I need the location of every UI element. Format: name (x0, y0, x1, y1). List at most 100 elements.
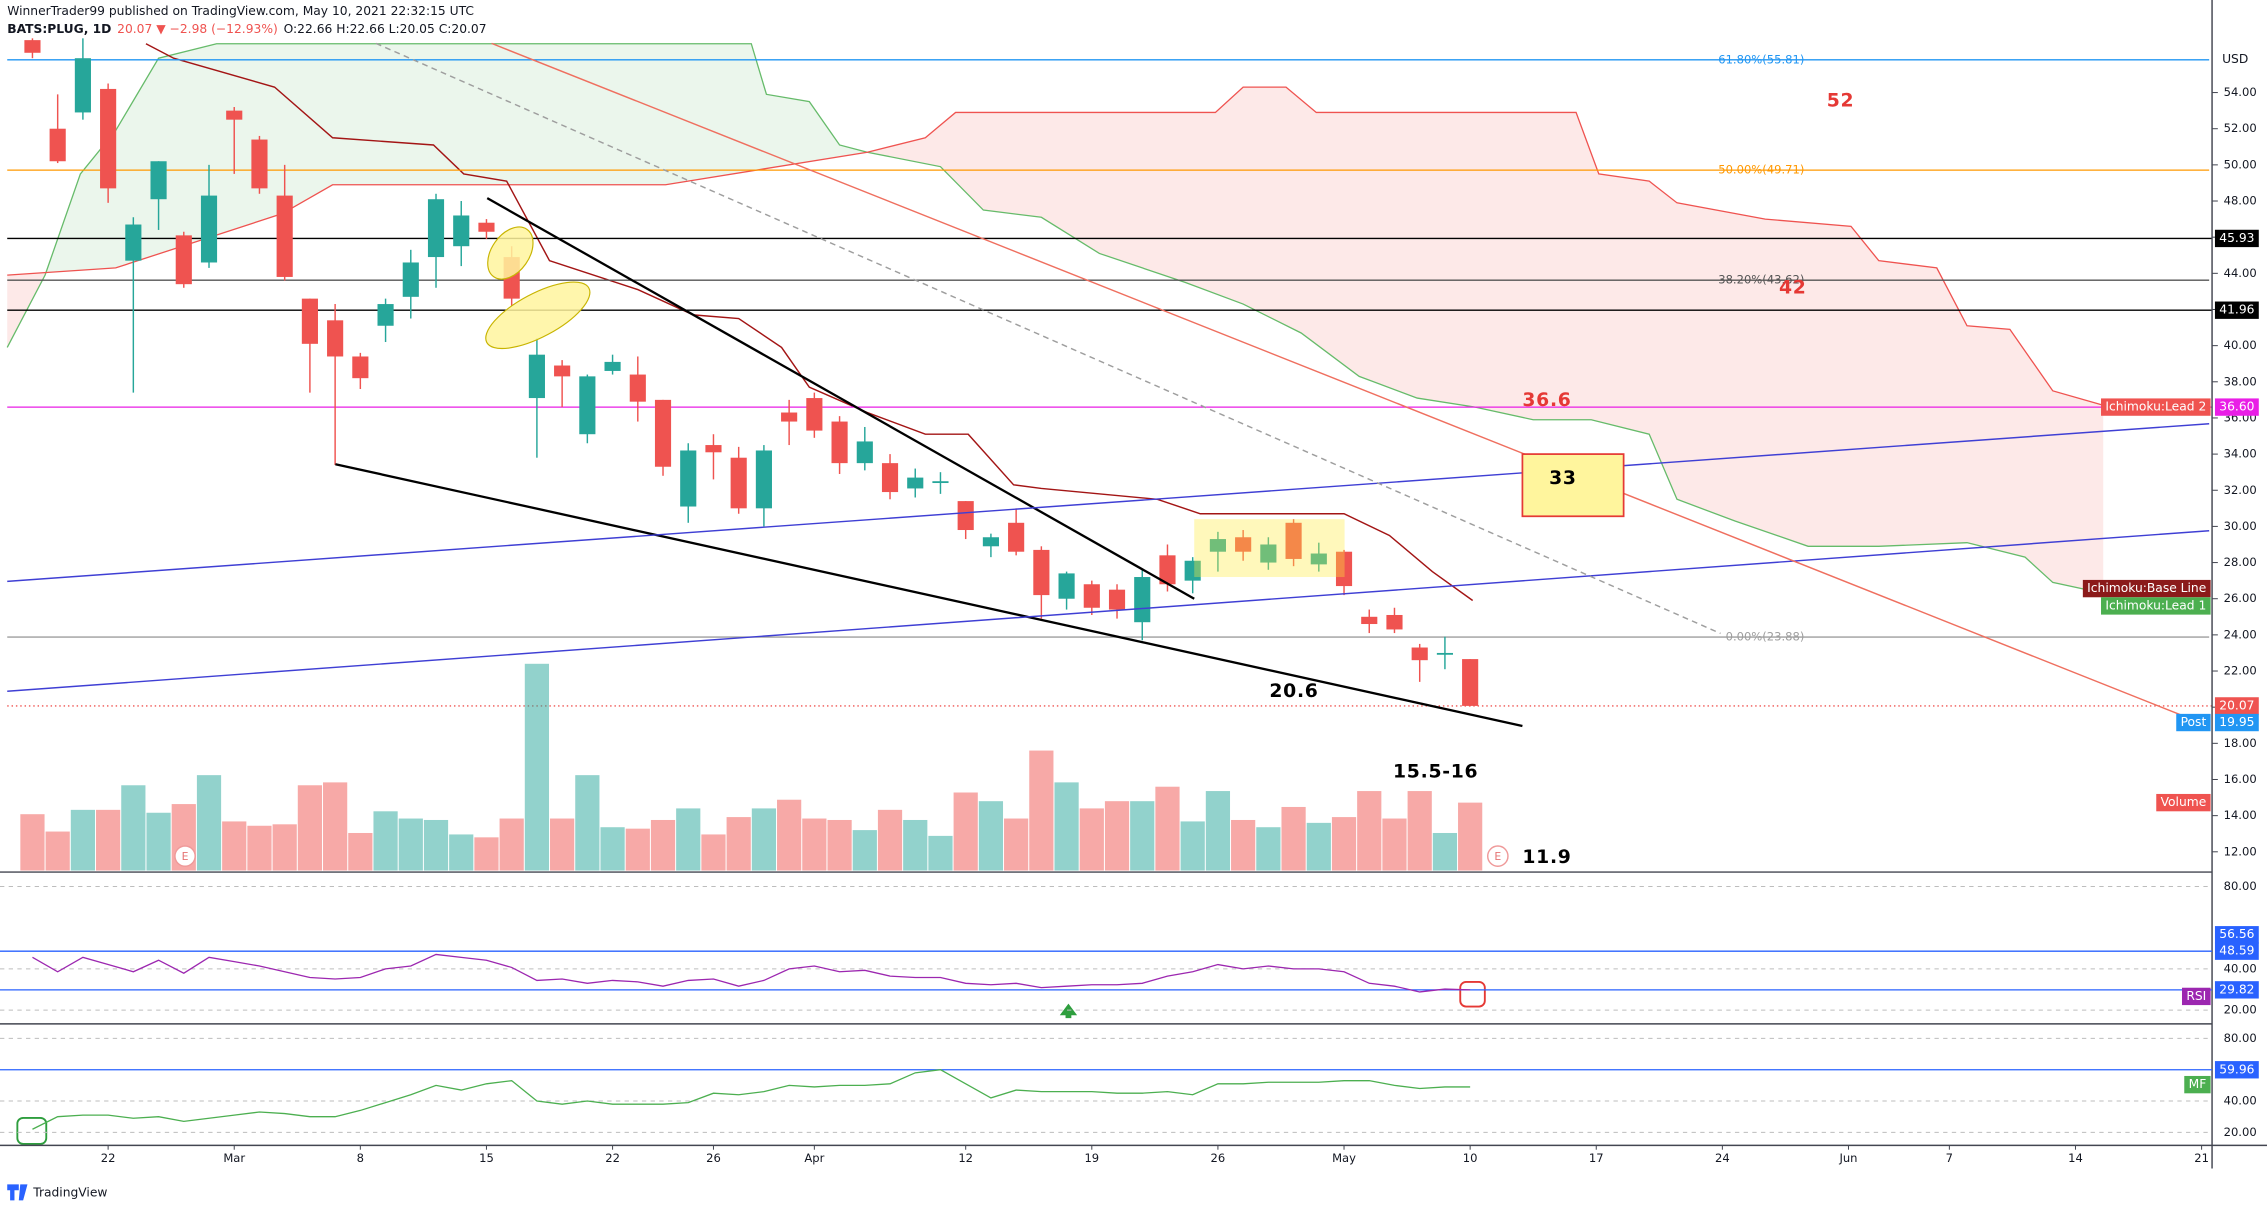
volume-bar (1407, 791, 1432, 871)
volume-bar (978, 801, 1004, 871)
candle-body (427, 199, 445, 258)
volume-bar (1104, 801, 1130, 871)
candle-body (579, 376, 596, 435)
y-tick-label: 24.00 (2224, 627, 2257, 641)
earnings-marker (1486, 845, 1509, 867)
candle-body (352, 356, 369, 379)
candle-body (907, 477, 924, 489)
y-tick-label: 44.00 (2224, 266, 2257, 280)
highlight-box (1194, 519, 1345, 578)
volume-bar (1180, 821, 1205, 871)
volume-bar (96, 809, 121, 871)
x-tick-label: 8 (357, 1151, 364, 1165)
candle-body (1386, 614, 1403, 630)
indicator-tag: Ichimoku:Lead 1 (2105, 598, 2206, 612)
candle-body (1058, 573, 1075, 599)
currency: USD (2222, 52, 2248, 66)
candle-body (1361, 616, 1378, 625)
volume-bar (45, 831, 70, 871)
candle-body (74, 58, 91, 113)
trend-line (491, 42, 2184, 717)
indicator-tag-bg (2101, 398, 2211, 416)
x-tick-label: Apr (804, 1151, 824, 1165)
rsi-level-label: 56.56 (2219, 927, 2254, 941)
price-label: 36.60 (2219, 400, 2254, 414)
candle-body (453, 215, 470, 247)
target-box (1521, 453, 1625, 518)
volume-tag-bg (2156, 793, 2211, 812)
x-tick-label: 19 (1084, 1151, 1099, 1165)
candle-body (1436, 652, 1453, 655)
candle-body (1335, 551, 1353, 587)
volume-bar (1155, 786, 1180, 871)
volume-bar (423, 819, 449, 871)
y-tick-label: 32.00 (2224, 483, 2257, 497)
candle-body (226, 110, 243, 120)
price-label: 19.95 (2219, 715, 2254, 729)
earnings-marker (174, 845, 196, 867)
mf-tick-label: 40.00 (2224, 1094, 2257, 1108)
volume-bar (1130, 801, 1155, 871)
volume-bar (1054, 782, 1079, 871)
fib-label: 38.20%(43.62) (1718, 273, 1804, 287)
highlight-square (1459, 981, 1486, 1008)
y-tick-label: 34.00 (2224, 447, 2257, 461)
x-tick-label: 15 (479, 1151, 494, 1165)
candle-body (251, 139, 268, 189)
x-tick-label: 14 (2068, 1151, 2083, 1165)
candle-body (1134, 577, 1151, 623)
mf-tag: MF (2189, 1077, 2207, 1091)
candle-body (377, 304, 394, 326)
volume-bar (852, 830, 877, 871)
fib-label: 61.80%(55.81) (1718, 52, 1804, 66)
earnings-label: E (1494, 850, 1501, 863)
volume-bar (650, 819, 676, 871)
y-tick-label: 38.00 (2224, 374, 2257, 388)
candle-body (1083, 584, 1100, 608)
volume-bar (575, 775, 600, 871)
channel-line (7, 423, 2210, 583)
candle-body (1260, 544, 1277, 563)
candle-body (604, 361, 621, 371)
candle-body (881, 463, 899, 493)
x-tick-label: May (1332, 1151, 1356, 1165)
mf-tick-label: 20.00 (2224, 1125, 2257, 1139)
highlight-ellipse (487, 226, 534, 280)
candle-body (629, 374, 646, 402)
x-tick-label: 7 (1946, 1151, 1953, 1165)
x-tick-label: 24 (1715, 1151, 1730, 1165)
header: WinnerTrader99 published on TradingView.… (7, 4, 2248, 66)
candle-body (1159, 555, 1176, 585)
annotation: 11.9 (1522, 847, 1571, 868)
candle-body (125, 224, 142, 261)
volume-bar (222, 821, 247, 871)
candle-body (932, 481, 949, 484)
rsi-tick-label: 80.00 (2224, 879, 2257, 893)
candle-body (781, 412, 798, 422)
rsi-tag: RSI (2186, 989, 2206, 1003)
volume-bar (827, 819, 852, 871)
mf-line (32, 1069, 1471, 1130)
volume-bar (903, 819, 928, 871)
volume-bar (751, 808, 777, 871)
trend-line (335, 463, 1523, 728)
indicator-tag: Ichimoku:Lead 2 (2105, 400, 2206, 414)
earnings-label: E (182, 850, 189, 863)
y-tick-label: 40.00 (2224, 338, 2257, 352)
candle-body (1310, 553, 1327, 565)
x-tick-label: 10 (1463, 1151, 1478, 1165)
cloud-fill (867, 87, 2104, 594)
candle-body (554, 365, 571, 377)
rsi-level-label-bg (2214, 942, 2259, 960)
candle-body (175, 235, 192, 285)
x-tick-label: 21 (2194, 1151, 2209, 1165)
y-tick-label: 48.00 (2224, 194, 2257, 208)
rsi-level-label: 48.59 (2219, 944, 2254, 958)
candle-body (680, 450, 697, 507)
rsi-level-label-bg (2214, 981, 2259, 999)
y-tick-label: 54.00 (2224, 85, 2257, 99)
volume-bar (348, 832, 373, 871)
candle-body (831, 421, 848, 464)
